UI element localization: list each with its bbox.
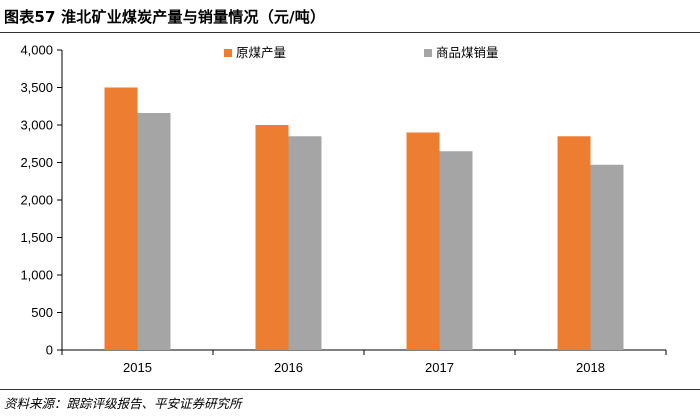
y-tick-label: 3,000: [20, 118, 53, 133]
bar-raw-coal-output: [255, 125, 289, 350]
figure-title: 图表57 淮北矿业煤炭产量与销量情况（元/吨）: [4, 8, 326, 26]
legend-swatch: [424, 49, 432, 57]
bar-raw-coal-output: [406, 132, 440, 350]
bar-chart: 0 500 1,000 1,500 2,000 2,500 3,000 3,500 4,000 2…: [20, 43, 667, 375]
bar-commercial-coal-sales: [288, 136, 322, 350]
x-tick-label: 2018: [576, 360, 605, 375]
legend-label: 商品煤销量: [436, 45, 499, 60]
y-tick-label: 1,500: [20, 230, 53, 245]
bar-raw-coal-output: [104, 87, 138, 350]
legend-label: 原煤产量: [236, 46, 286, 60]
x-tick-label: 2016: [274, 360, 303, 375]
bar-commercial-coal-sales: [590, 164, 624, 350]
y-tick-label: 2,500: [20, 155, 53, 170]
source-divider: [0, 389, 700, 390]
x-tick-label: 2015: [123, 360, 152, 375]
y-tick-label: 1,000: [20, 268, 53, 283]
y-tick-label: 2,000: [20, 193, 53, 208]
legend-swatch: [224, 49, 232, 57]
figure-title-bar: 图表57 淮北矿业煤炭产量与销量情况（元/吨）: [0, 0, 700, 32]
bar-commercial-coal-sales: [439, 151, 473, 350]
y-tick-label: 3,500: [20, 80, 53, 95]
y-tick-label: 500: [31, 305, 53, 320]
bar-commercial-coal-sales: [137, 113, 171, 350]
bar-raw-coal-output: [557, 136, 591, 350]
title-divider: [0, 32, 700, 33]
y-tick-label: 4,000: [20, 43, 53, 58]
source-note: 资料来源：跟踪评级报告、平安证券研究所: [4, 396, 242, 411]
x-tick-label: 2017: [425, 360, 454, 375]
y-tick-label: 0: [46, 343, 53, 358]
